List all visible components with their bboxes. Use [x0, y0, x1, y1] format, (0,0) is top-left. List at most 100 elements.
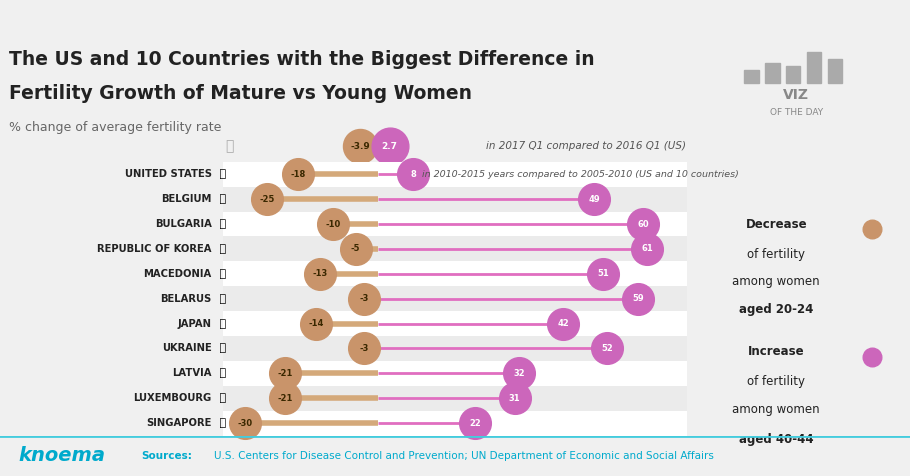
Point	[640, 245, 654, 253]
Point	[406, 170, 420, 178]
Text: BELARUS: BELARUS	[160, 294, 212, 304]
Point	[511, 369, 526, 377]
Text: MACEDONIA: MACEDONIA	[144, 269, 212, 279]
Text: 60: 60	[637, 219, 649, 228]
Point	[308, 320, 323, 327]
Text: U.S. Centers for Disease Control and Prevention; UN Department of Economic and S: U.S. Centers for Disease Control and Pre…	[214, 451, 713, 461]
Bar	[223, 187, 687, 212]
Text: among women: among women	[733, 275, 820, 288]
Point	[313, 270, 328, 278]
Text: in 2017 Q1 compared to 2016 Q1 (US): in 2017 Q1 compared to 2016 Q1 (US)	[486, 141, 686, 151]
Point	[353, 143, 368, 150]
Text: aged 40-44: aged 40-44	[739, 433, 814, 446]
Text: BELGIUM: BELGIUM	[161, 194, 212, 204]
Bar	[785, 66, 801, 83]
Bar	[807, 52, 822, 83]
Bar	[223, 336, 687, 361]
Text: 🏳: 🏳	[217, 344, 227, 354]
Point	[349, 245, 363, 253]
Text: 32: 32	[513, 369, 525, 378]
Text: -10: -10	[326, 219, 341, 228]
Text: -21: -21	[278, 394, 292, 403]
Text: -3.9: -3.9	[350, 142, 370, 151]
Bar	[223, 261, 687, 286]
Text: % change of average fertility rate: % change of average fertility rate	[9, 120, 221, 134]
Text: SINGAPORE: SINGAPORE	[147, 418, 212, 428]
Text: 🏳: 🏳	[217, 269, 227, 279]
Point	[556, 320, 571, 327]
Text: 🏳: 🏳	[217, 418, 227, 428]
Point	[238, 419, 252, 427]
Text: 42: 42	[558, 319, 569, 328]
Bar	[744, 69, 759, 83]
Text: -3: -3	[359, 294, 369, 303]
Text: LUXEMBOURG: LUXEMBOURG	[134, 393, 212, 403]
Bar	[223, 411, 687, 436]
Text: -21: -21	[278, 369, 292, 378]
Text: 🏳: 🏳	[217, 294, 227, 304]
Text: The US and 10 Countries with the Biggest Difference in: The US and 10 Countries with the Biggest…	[9, 50, 595, 69]
Text: -3: -3	[359, 344, 369, 353]
Point	[357, 295, 371, 303]
Point	[278, 395, 292, 402]
Text: Increase: Increase	[748, 345, 804, 358]
Text: 🏳: 🏳	[217, 194, 227, 204]
Point	[596, 270, 611, 278]
Text: 🏳: 🏳	[217, 368, 227, 378]
Text: -30: -30	[238, 418, 253, 427]
Bar	[764, 63, 780, 83]
Text: 2.7: 2.7	[381, 142, 398, 151]
Text: 8: 8	[410, 170, 416, 179]
Text: VIZ: VIZ	[784, 88, 809, 102]
Text: in 2010-2015 years compared to 2005-2010 (US and 10 countries): in 2010-2015 years compared to 2005-2010…	[422, 170, 739, 179]
Point	[635, 220, 650, 228]
Point	[382, 143, 397, 150]
Point	[601, 345, 615, 352]
Point	[278, 369, 292, 377]
Bar	[223, 212, 687, 237]
Text: -14: -14	[308, 319, 323, 328]
Text: -5: -5	[350, 245, 360, 253]
Text: 31: 31	[509, 394, 521, 403]
Text: aged 20-24: aged 20-24	[739, 303, 814, 316]
Text: LATVIA: LATVIA	[172, 368, 212, 378]
Text: 61: 61	[642, 245, 653, 253]
Text: Sources:: Sources:	[141, 451, 192, 461]
Text: OF THE DAY: OF THE DAY	[770, 108, 823, 117]
Point	[587, 195, 602, 203]
Point	[357, 345, 371, 352]
Text: -25: -25	[259, 195, 275, 204]
Text: 52: 52	[602, 344, 613, 353]
Bar	[223, 386, 687, 411]
Text: JAPAN: JAPAN	[177, 318, 212, 328]
Text: 49: 49	[589, 195, 600, 204]
Text: UNITED STATES: UNITED STATES	[125, 169, 212, 179]
Text: 59: 59	[632, 294, 644, 303]
Text: 🏳: 🏳	[217, 219, 227, 229]
Text: 🏳: 🏳	[217, 244, 227, 254]
Text: of fertility: of fertility	[747, 248, 805, 261]
Point	[632, 295, 646, 303]
Text: -13: -13	[312, 269, 328, 278]
Text: among women: among women	[733, 403, 820, 416]
Text: 51: 51	[597, 269, 609, 278]
Text: BULGARIA: BULGARIA	[155, 219, 212, 229]
Point	[291, 170, 306, 178]
Text: -18: -18	[290, 170, 306, 179]
Bar	[223, 361, 687, 386]
Text: 🏳: 🏳	[217, 318, 227, 328]
Text: REPUBLIC OF KOREA: REPUBLIC OF KOREA	[97, 244, 212, 254]
Bar	[223, 311, 687, 336]
Bar	[223, 237, 687, 261]
Text: of fertility: of fertility	[747, 375, 805, 388]
Text: knoema: knoema	[18, 446, 106, 465]
Text: 22: 22	[469, 418, 480, 427]
Point	[326, 220, 340, 228]
Text: UKRAINE: UKRAINE	[162, 344, 212, 354]
Text: Decrease: Decrease	[745, 218, 807, 231]
Point	[468, 419, 482, 427]
Text: 🏳: 🏳	[217, 393, 227, 403]
Point	[508, 395, 522, 402]
Text: ⌒: ⌒	[225, 139, 234, 153]
Text: Fertility Growth of Mature vs Young Women: Fertility Growth of Mature vs Young Wome…	[9, 84, 472, 103]
